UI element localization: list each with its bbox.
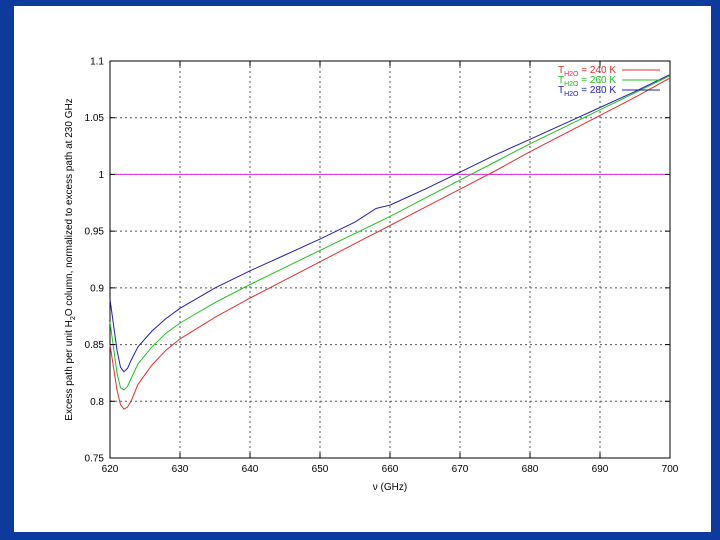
y-tick-label: 0.8 [90,397,104,408]
legend-label-main: T [558,85,564,96]
x-tick-label: 620 [102,464,119,475]
legend-label-rest: = 240 K [578,65,616,76]
y-tick-label: 0.9 [90,283,104,294]
plot-frame [109,60,671,459]
chart: 620 630 640 650 660 670 680 690 700 0.75 0.8 0.85 0.… [64,57,679,494]
legend-label-subscript: H2O [564,71,579,78]
slide-canvas: 620 630 640 650 660 670 680 690 700 0.75 0.8 0.85 0.… [14,6,711,532]
series-line-2 [109,75,671,391]
legend-label-subscript: H2O [564,81,579,88]
y-tick-label: 0.75 [85,454,105,465]
legend-label-main: T [558,75,564,86]
tick-layer: 620 630 640 650 660 670 680 690 700 0.75 0.8 0.85 0.… [85,57,679,476]
x-axis-label: ν (GHz) [373,482,407,493]
legend-label-main: T [558,65,564,76]
legend-label: TH2O = 260 K [558,75,616,88]
x-tick-label: 690 [592,464,609,475]
legend-label-rest: = 280 K [578,85,616,96]
x-tick-label: 680 [522,464,539,475]
y-tick-label: 0.95 [85,227,105,238]
legend-entry-1: TH2O = 240 K [558,65,660,78]
x-tick-label: 640 [242,464,259,475]
x-tick-label: 670 [452,464,469,475]
y-tick-label: 1 [98,170,104,181]
plot-border [109,60,671,459]
x-tick-label: 660 [382,464,399,475]
y-axis-label-part-2: O column, normalized to excess path at 2… [64,98,75,316]
legend-label: TH2O = 280 K [558,85,616,98]
legend-entry-3: TH2O = 280 K [558,85,660,98]
series-line-1 [109,77,671,410]
x-tick-label: 630 [172,464,189,475]
y-tick-label: 1.1 [90,57,104,68]
series-line-3 [109,74,671,373]
y-axis-label-part-1: Excess path per unit H [64,320,75,421]
legend-label: TH2O = 240 K [558,65,616,78]
x-tick-label: 700 [662,464,679,475]
x-tick-label: 650 [312,464,329,475]
legend-entry-2: TH2O = 260 K [558,75,660,88]
grid-layer [110,61,670,458]
y-axis-label: Excess path per unit H2O column, normali… [64,98,77,420]
legend-label-subscript: H2O [564,91,579,98]
series-layer [109,74,671,410]
legend-label-rest: = 260 K [578,75,616,86]
y-axis-label-subscript: 2 [70,316,77,320]
y-tick-label: 1.05 [85,113,105,124]
y-tick-label: 0.85 [85,340,105,351]
